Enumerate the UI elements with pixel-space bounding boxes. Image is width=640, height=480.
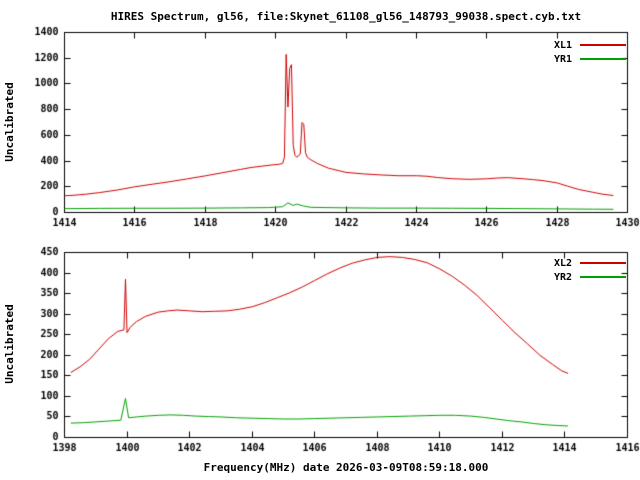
- chart-title: HIRES Spectrum, gl56, file:Skynet_61108_…: [110, 10, 582, 23]
- x-axis-label: Frequency(MHz) date 2026-03-09T08:59:18.…: [203, 461, 489, 474]
- legend-entry-yr2: YR2: [470, 270, 626, 284]
- legend-label-yr2: YR2: [553, 271, 572, 283]
- legend-top-panel: XL1 YR1: [470, 38, 626, 66]
- legend-line-sample-xl2: [580, 262, 626, 264]
- legend-line-sample-xl1: [580, 44, 626, 46]
- legend-line-sample-yr1: [580, 58, 626, 60]
- legend-entry-xl2: XL2: [470, 256, 626, 270]
- legend-bottom-panel: XL2 YR2: [470, 256, 626, 284]
- legend-label-xl2: XL2: [553, 257, 572, 269]
- legend-entry-yr1: YR1: [470, 52, 626, 66]
- legend-label-xl1: XL1: [553, 39, 572, 51]
- legend-line-sample-yr2: [580, 276, 626, 278]
- y-axis-label-top: Uncalibrated: [3, 82, 16, 162]
- legend-label-yr1: YR1: [553, 53, 572, 65]
- legend-entry-xl1: XL1: [470, 38, 626, 52]
- y-axis-label-bottom: Uncalibrated: [3, 304, 16, 384]
